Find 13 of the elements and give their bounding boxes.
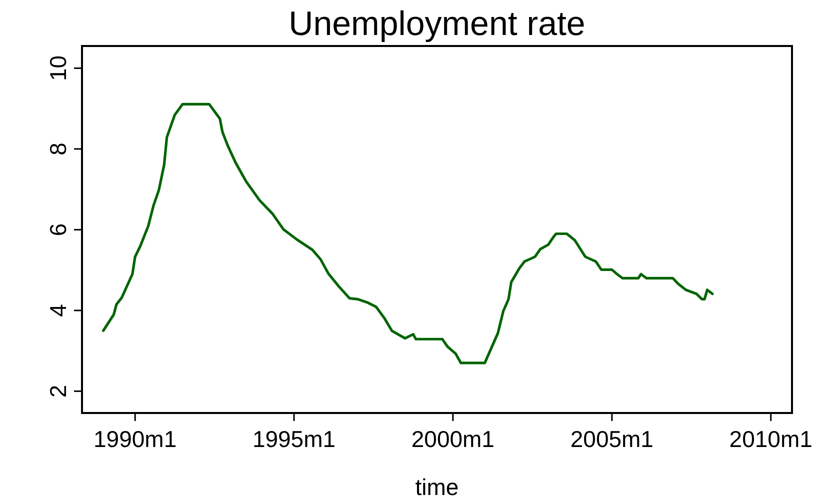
y-tick-label: 6 bbox=[45, 223, 71, 236]
x-axis-title: time bbox=[415, 474, 459, 500]
x-tick-label: 1995m1 bbox=[252, 426, 336, 452]
y-tick-label: 4 bbox=[45, 304, 71, 317]
x-tick-label: 2010m1 bbox=[729, 426, 812, 452]
y-tick-label: 10 bbox=[45, 55, 71, 82]
line-series bbox=[102, 102, 714, 364]
x-tick-label: 2005m1 bbox=[570, 426, 654, 452]
y-tick-label: 2 bbox=[45, 384, 71, 398]
chart-title: Unemployment rate bbox=[288, 5, 586, 43]
x-tick-label: 2000m1 bbox=[411, 426, 494, 452]
x-tick-label: 1990m1 bbox=[94, 426, 177, 452]
y-tick-label: 8 bbox=[45, 142, 71, 156]
